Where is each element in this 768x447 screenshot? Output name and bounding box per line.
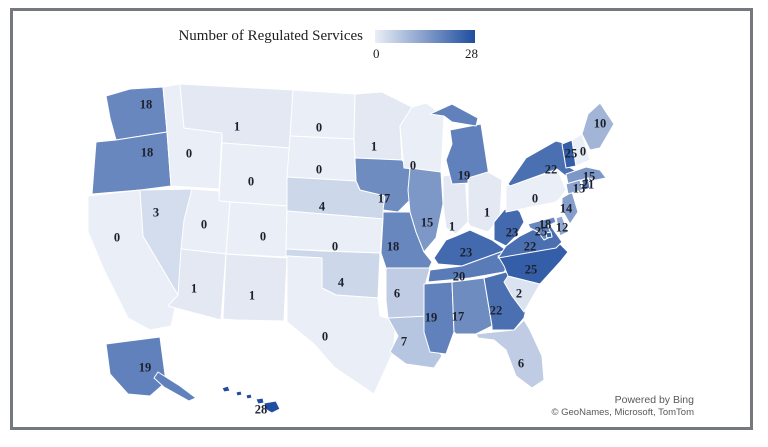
powered-by-bing-label: Powered by Bing <box>614 394 694 406</box>
state-ct[interactable] <box>565 179 583 195</box>
state-ks[interactable] <box>285 210 384 254</box>
state-ak[interactable] <box>153 371 197 402</box>
map-attribution: Powered by Bing © GeoNames, Microsoft, T… <box>552 394 695 419</box>
state-mn[interactable] <box>353 91 413 161</box>
state-nd[interactable] <box>289 89 356 140</box>
state-hi[interactable] <box>263 400 281 414</box>
state-nm[interactable] <box>222 253 288 322</box>
state-mi[interactable] <box>429 103 479 127</box>
state-hi[interactable] <box>255 397 265 405</box>
state-nj[interactable] <box>561 191 579 225</box>
state-hi[interactable] <box>235 390 243 397</box>
state-fl[interactable] <box>475 319 545 389</box>
state-co[interactable] <box>225 201 288 258</box>
state-az[interactable] <box>167 248 227 321</box>
state-hi[interactable] <box>221 385 231 393</box>
state-tx[interactable] <box>286 255 397 395</box>
state-me[interactable] <box>581 102 615 151</box>
state-nh[interactable] <box>571 133 591 167</box>
legend-title: Number of Regulated Services <box>178 28 363 44</box>
state-ak[interactable] <box>105 336 167 397</box>
legend-max-label: 28 <box>465 46 478 61</box>
legend: Number of Regulated Services 0 28 <box>0 0 768 70</box>
state-wa[interactable] <box>105 86 168 141</box>
map-copyright-label: © GeoNames, Microsoft, TomTom <box>551 407 695 418</box>
state-sd[interactable] <box>286 135 357 182</box>
state-dc[interactable] <box>545 231 553 239</box>
state-hi[interactable] <box>245 393 253 400</box>
legend-gradient-bar <box>375 30 475 43</box>
state-ms[interactable] <box>423 281 455 355</box>
state-de[interactable] <box>555 215 569 237</box>
state-or[interactable] <box>91 131 172 195</box>
state-wy[interactable] <box>218 142 291 207</box>
state-ar[interactable] <box>385 267 431 319</box>
state-il[interactable] <box>407 167 444 253</box>
state-ri[interactable] <box>581 177 591 191</box>
state-ky[interactable] <box>433 229 507 267</box>
legend-min-label: 0 <box>373 46 380 61</box>
